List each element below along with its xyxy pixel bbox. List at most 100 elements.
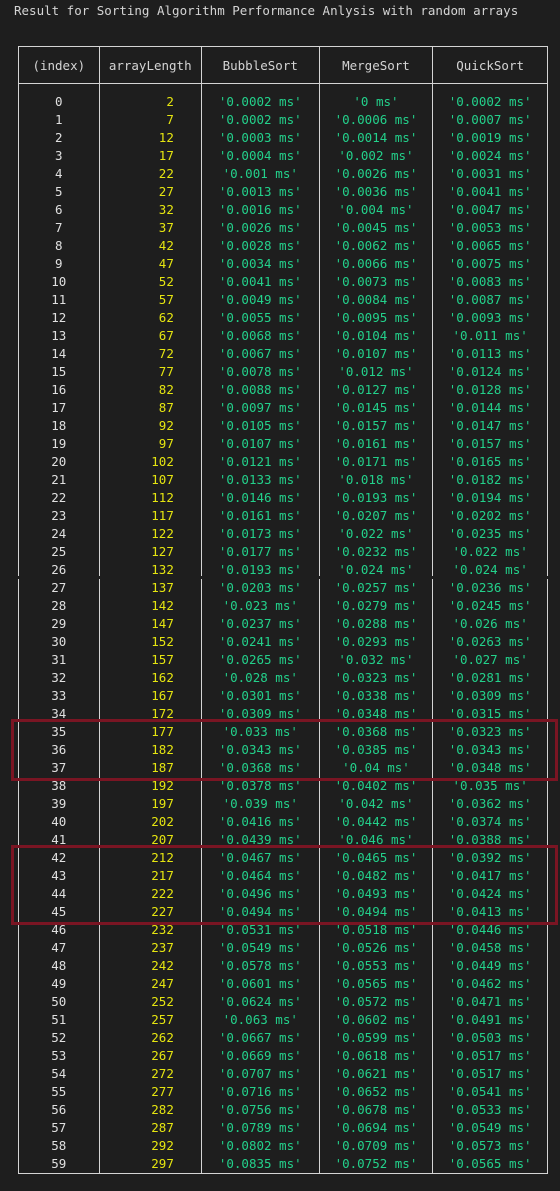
- cell-bubble-sort: '0.0378 ms': [200, 777, 320, 795]
- cell-array-length: 127: [98, 543, 202, 561]
- cell-merge-sort: '0 ms': [318, 93, 434, 111]
- cell-merge-sort: '0.0279 ms': [318, 597, 434, 615]
- table-row: 40 202'0.0416 ms' '0.0442 ms' '0.0374 ms': [18, 813, 548, 831]
- cell-quick-sort: '0.0147 ms': [432, 417, 548, 435]
- cell-index: 43: [18, 867, 100, 885]
- table-row: 56 282'0.0756 ms' '0.0678 ms' '0.0533 ms': [18, 1101, 548, 1119]
- cell-merge-sort: '0.0171 ms': [318, 453, 434, 471]
- cell-index: 8: [18, 237, 100, 255]
- cell-array-length: 67: [98, 327, 202, 345]
- cell-index: 37: [18, 759, 100, 777]
- cell-merge-sort: '0.0526 ms': [318, 939, 434, 957]
- table-row: 51 257'0.063 ms' '0.0602 ms' '0.0491 ms': [18, 1011, 548, 1029]
- cell-quick-sort: '0.0093 ms': [432, 309, 548, 327]
- cell-array-length: 132: [98, 561, 202, 579]
- cell-bubble-sort: '0.0802 ms': [200, 1137, 320, 1155]
- cell-quick-sort: '0.0348 ms': [432, 759, 548, 777]
- cell-array-length: 72: [98, 345, 202, 363]
- cell-array-length: 277: [98, 1083, 202, 1101]
- cell-merge-sort: '0.0104 ms': [318, 327, 434, 345]
- cell-bubble-sort: '0.0707 ms': [200, 1065, 320, 1083]
- cell-bubble-sort: '0.0004 ms': [200, 147, 320, 165]
- cell-bubble-sort: '0.0028 ms': [200, 237, 320, 255]
- table-row: 55 277'0.0716 ms' '0.0652 ms' '0.0541 ms': [18, 1083, 548, 1101]
- cell-index: 23: [18, 507, 100, 525]
- cell-bubble-sort: '0.033 ms': [200, 723, 320, 741]
- cell-array-length: 122: [98, 525, 202, 543]
- cell-bubble-sort: '0.0013 ms': [200, 183, 320, 201]
- table-row: 15 77'0.0078 ms' '0.012 ms' '0.0124 ms': [18, 363, 548, 381]
- cell-index: 55: [18, 1083, 100, 1101]
- cell-quick-sort: '0.0362 ms': [432, 795, 548, 813]
- table-row: 46 232'0.0531 ms' '0.0518 ms' '0.0446 ms': [18, 921, 548, 939]
- cell-bubble-sort: '0.0146 ms': [200, 489, 320, 507]
- cell-index: 20: [18, 453, 100, 471]
- cell-merge-sort: '0.0232 ms': [318, 543, 434, 561]
- cell-quick-sort: '0.0245 ms': [432, 597, 548, 615]
- cell-quick-sort: '0.0281 ms': [432, 669, 548, 687]
- table-row: 4 22'0.001 ms' '0.0026 ms' '0.0031 ms': [18, 165, 548, 183]
- cell-quick-sort: '0.0182 ms': [432, 471, 548, 489]
- cell-index: 3: [18, 147, 100, 165]
- cell-array-length: 257: [98, 1011, 202, 1029]
- cell-index: 25: [18, 543, 100, 561]
- table-row: 35 177'0.033 ms' '0.0368 ms' '0.0323 ms': [18, 723, 548, 741]
- cell-array-length: 227: [98, 903, 202, 921]
- cell-index: 33: [18, 687, 100, 705]
- cell-quick-sort: '0.0128 ms': [432, 381, 548, 399]
- table-row: 30 152'0.0241 ms' '0.0293 ms' '0.0263 ms': [18, 633, 548, 651]
- table-body: 0 2'0.0002 ms' '0 ms' '0.0002 ms' 1 7'0.0002 …: [18, 83, 548, 1174]
- cell-quick-sort: '0.011 ms': [432, 327, 548, 345]
- cell-index: 45: [18, 903, 100, 921]
- cell-array-length: 222: [98, 885, 202, 903]
- cell-array-length: 17: [98, 147, 202, 165]
- cell-bubble-sort: '0.023 ms': [200, 597, 320, 615]
- cell-merge-sort: '0.0014 ms': [318, 129, 434, 147]
- cell-array-length: 22: [98, 165, 202, 183]
- cell-merge-sort: '0.0084 ms': [318, 291, 434, 309]
- table-row: 20 102'0.0121 ms' '0.0171 ms' '0.0165 ms': [18, 453, 548, 471]
- table-header-row: (index) arrayLength BubbleSort MergeSort…: [18, 46, 548, 84]
- cell-merge-sort: '0.022 ms': [318, 525, 434, 543]
- cell-quick-sort: '0.0087 ms': [432, 291, 548, 309]
- cell-array-length: 242: [98, 957, 202, 975]
- cell-quick-sort: '0.0549 ms': [432, 1119, 548, 1137]
- cell-merge-sort: '0.0026 ms': [318, 165, 434, 183]
- cell-index: 17: [18, 399, 100, 417]
- cell-bubble-sort: '0.0343 ms': [200, 741, 320, 759]
- cell-quick-sort: '0.027 ms': [432, 651, 548, 669]
- cell-merge-sort: '0.0062 ms': [318, 237, 434, 255]
- cell-quick-sort: '0.0024 ms': [432, 147, 548, 165]
- cell-index: 35: [18, 723, 100, 741]
- cell-index: 13: [18, 327, 100, 345]
- table-row: 38 192'0.0378 ms' '0.0402 ms' '0.035 ms': [18, 777, 548, 795]
- cell-array-length: 207: [98, 831, 202, 849]
- console-title: Result for Sorting Algorithm Performance…: [14, 3, 519, 18]
- cell-index: 2: [18, 129, 100, 147]
- cell-array-length: 147: [98, 615, 202, 633]
- cell-array-length: 77: [98, 363, 202, 381]
- cell-quick-sort: '0.0517 ms': [432, 1047, 548, 1065]
- cell-array-length: 202: [98, 813, 202, 831]
- cell-index: 21: [18, 471, 100, 489]
- table-row: 14 72'0.0067 ms' '0.0107 ms' '0.0113 ms': [18, 345, 548, 363]
- table-row: 34 172'0.0309 ms' '0.0348 ms' '0.0315 ms': [18, 705, 548, 723]
- cell-merge-sort: '0.0493 ms': [318, 885, 434, 903]
- cell-quick-sort: '0.0491 ms': [432, 1011, 548, 1029]
- cell-quick-sort: '0.0236 ms': [432, 579, 548, 597]
- cell-merge-sort: '0.0602 ms': [318, 1011, 434, 1029]
- cell-bubble-sort: '0.0133 ms': [200, 471, 320, 489]
- table-row: 18 92'0.0105 ms' '0.0157 ms' '0.0147 ms': [18, 417, 548, 435]
- cell-merge-sort: '0.0338 ms': [318, 687, 434, 705]
- cell-array-length: 297: [98, 1155, 202, 1174]
- cell-index: 34: [18, 705, 100, 723]
- cell-index: 57: [18, 1119, 100, 1137]
- cell-array-length: 157: [98, 651, 202, 669]
- header-quick-sort: QuickSort: [432, 46, 548, 84]
- cell-merge-sort: '0.0107 ms': [318, 345, 434, 363]
- cell-merge-sort: '0.042 ms': [318, 795, 434, 813]
- cell-bubble-sort: '0.0161 ms': [200, 507, 320, 525]
- table-row: 2 12'0.0003 ms' '0.0014 ms' '0.0019 ms': [18, 129, 548, 147]
- table-row: 44 222'0.0496 ms' '0.0493 ms' '0.0424 ms': [18, 885, 548, 903]
- cell-bubble-sort: '0.0016 ms': [200, 201, 320, 219]
